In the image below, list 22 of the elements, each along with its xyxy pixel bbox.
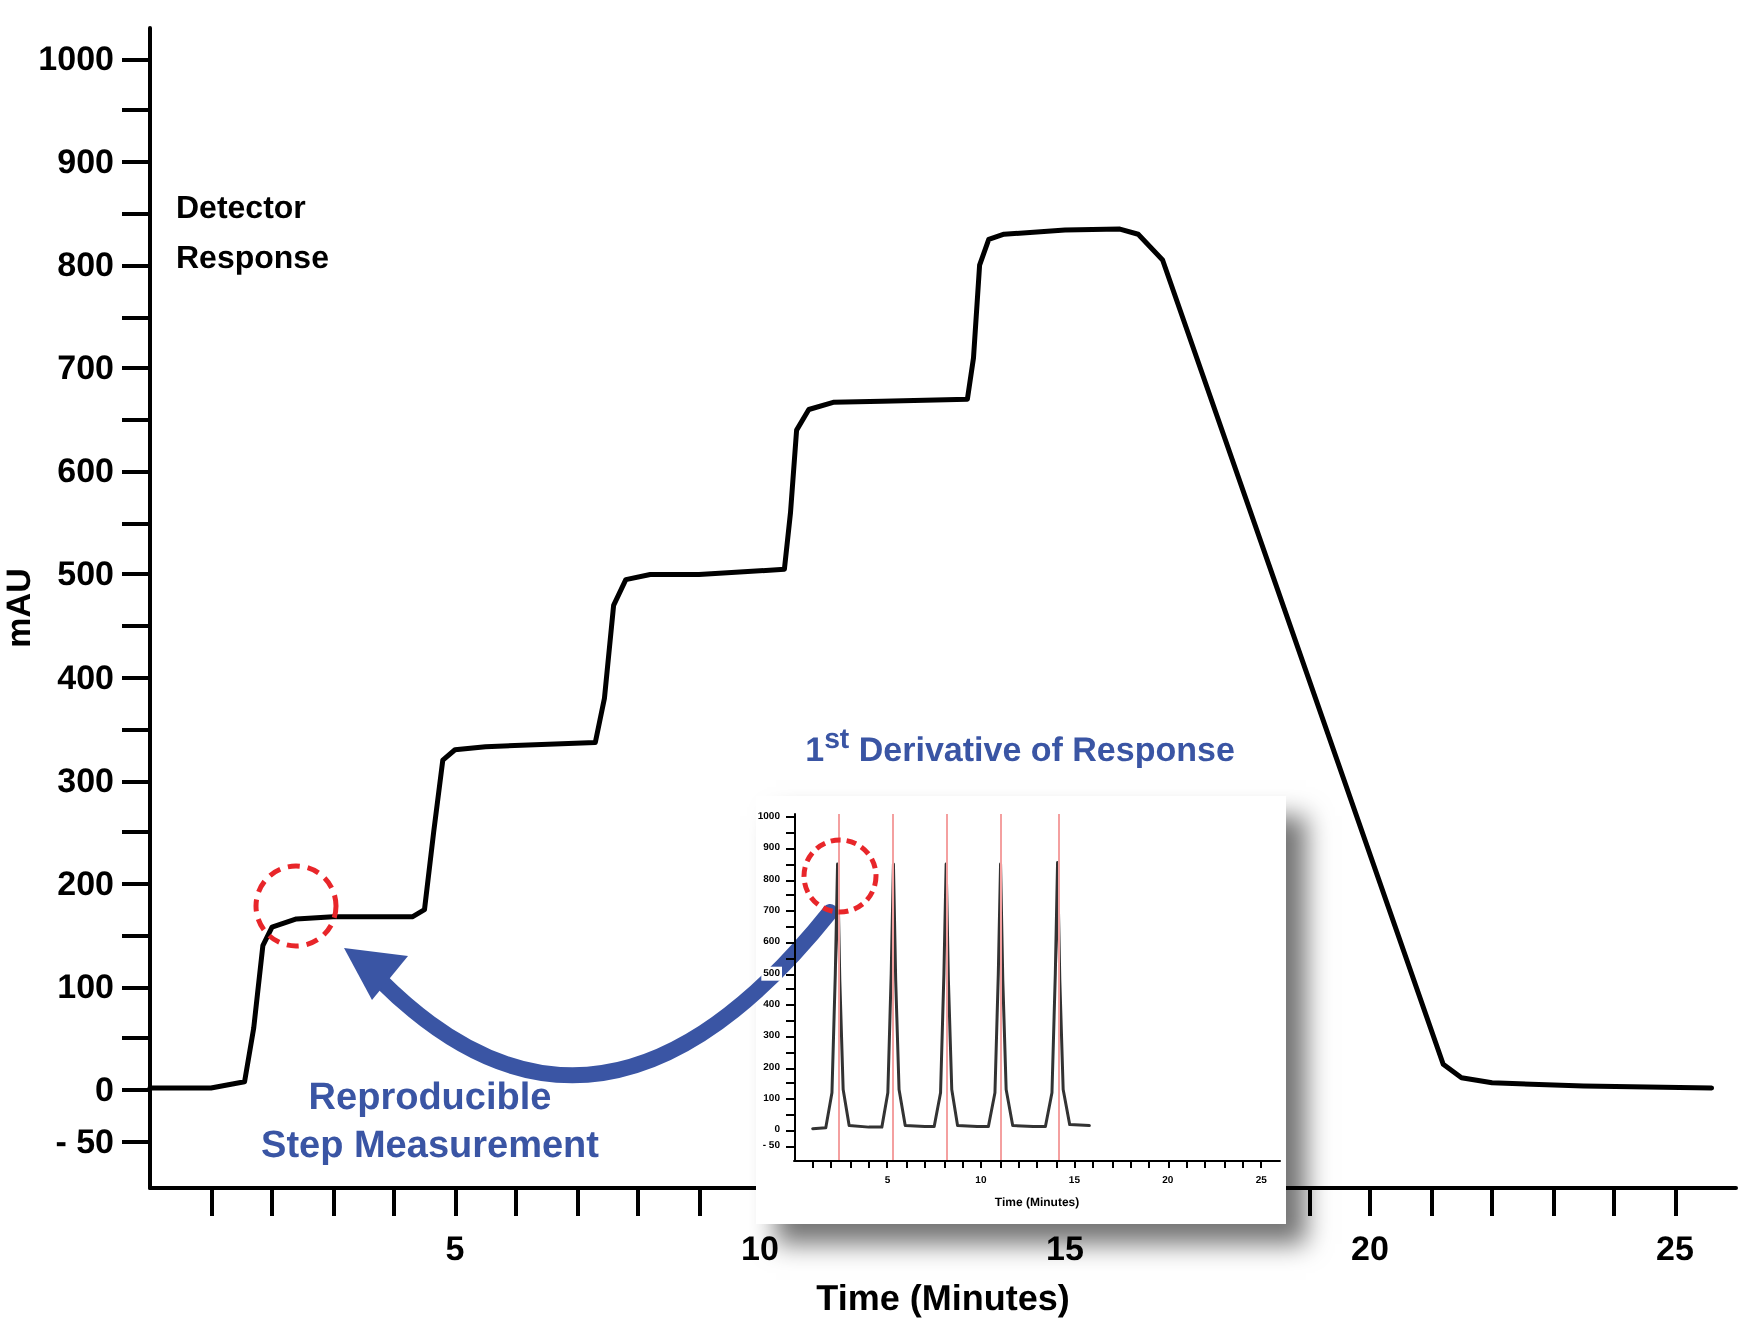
x-axis-title: Time (Minutes) (816, 1278, 1070, 1318)
y-axis-title: mAU (0, 568, 38, 648)
y-tick-label: 900 (57, 143, 114, 182)
y-tick-label: 300 (57, 761, 114, 800)
y-tick-label: 600 (57, 452, 114, 491)
y-tick-label: 0 (95, 1071, 114, 1110)
y-tick-label: 500 (57, 555, 114, 594)
annotation: Reproducible Step Measurement (261, 1077, 601, 1167)
y-tick-label: 700 (57, 349, 114, 388)
y-tick-label: 400 (57, 658, 114, 697)
x-tick-label: 15 (1046, 1230, 1084, 1268)
y-tick-label: 800 (57, 246, 114, 285)
x-tick-label: 10 (741, 1230, 779, 1268)
x-tick-label: 5 (445, 1230, 465, 1268)
chart-title: 1$^{st}$ Derivative of Response (803, 724, 1237, 772)
y-tick-label: 100 (57, 967, 114, 1006)
x-tick-label: 20 (1351, 1230, 1389, 1268)
x-tick-label: 25 (1656, 1230, 1694, 1268)
annotation: Detector Response (176, 192, 330, 276)
y-tick-label: 200 (57, 864, 114, 903)
y-tick-label: 1000 (38, 39, 114, 78)
y-tick-label: - 50 (55, 1122, 114, 1161)
